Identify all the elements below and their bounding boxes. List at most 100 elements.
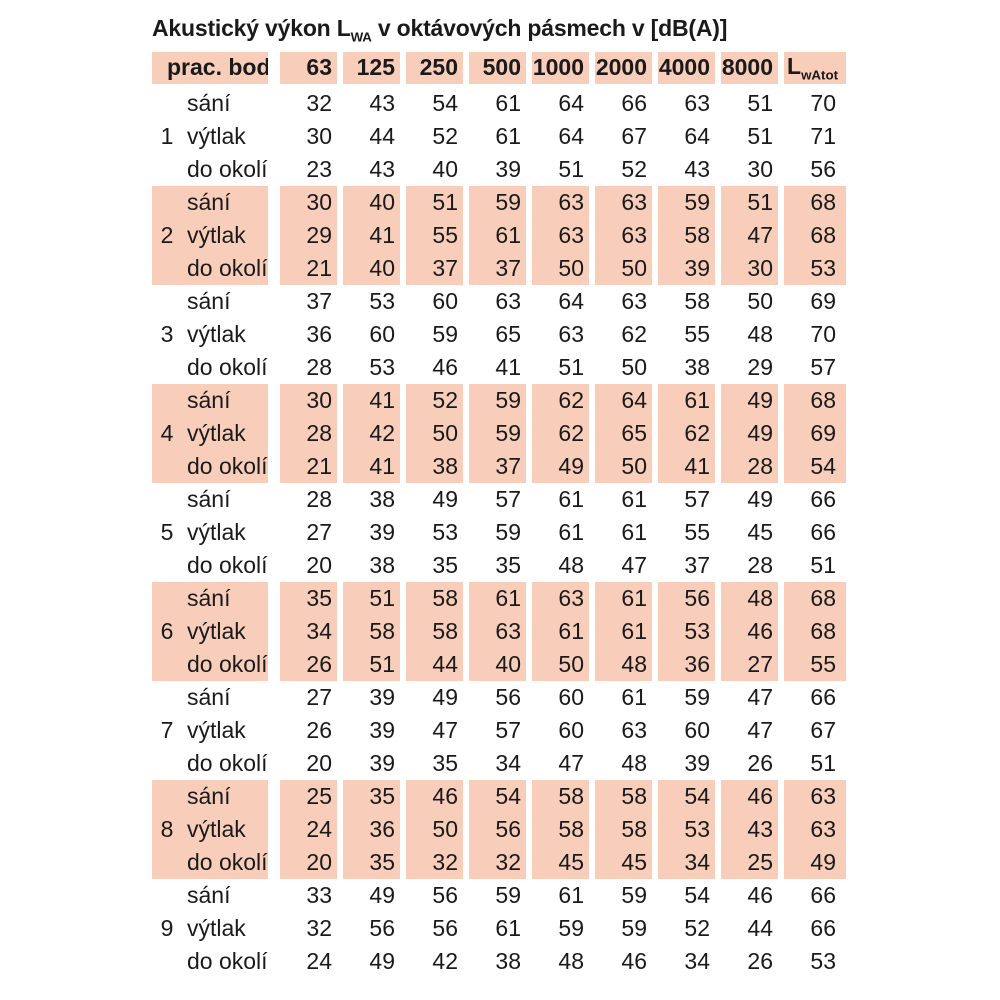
row-header-cell: do okolí [152, 548, 280, 582]
band-value-cell: 26 [721, 944, 784, 978]
table-row: 2 výtlak 29 41 55 61 63 63 58 47 68 [152, 218, 846, 252]
band-value-cell: 57 [469, 482, 532, 516]
row-header-cell: sání [152, 383, 280, 417]
band-value-cell: 41 [343, 383, 406, 417]
band-value-cell: 41 [658, 449, 721, 483]
band-value-cell: 49 [406, 482, 469, 516]
band-value-cell: 32 [280, 911, 343, 945]
band-value-cell: 55 [658, 515, 721, 549]
row-label: sání [187, 89, 231, 116]
total-value-cell: 71 [810, 122, 836, 149]
band-value-cell: 34 [658, 944, 721, 978]
band-value-cell: 64 [532, 284, 595, 318]
band-value-cell: 49 [721, 383, 784, 417]
band-value-cell: 39 [343, 680, 406, 714]
total-value-cell: 68 [784, 581, 846, 615]
band-value-cell: 50 [406, 416, 469, 450]
band-value-cell: 54 [469, 779, 532, 813]
band-value-cell: 27 [280, 515, 343, 549]
row-header-cell: do okolí [152, 350, 280, 384]
band-value-cell: 59 [595, 878, 658, 912]
table-row: sání 32 43 54 61 64 66 63 51 70 [152, 86, 846, 120]
table-row: sání 30 40 51 59 63 63 59 51 68 [152, 185, 846, 219]
row-label: výtlak [187, 815, 246, 842]
table-row: 9 výtlak 32 56 56 61 59 59 52 44 66 [152, 911, 846, 945]
band-value-cell: 28 [280, 416, 343, 450]
band-value-cell: 30 [280, 185, 343, 219]
band-value-cell: 61 [469, 581, 532, 615]
band-value-cell: 40 [343, 185, 406, 219]
row-header-cell: 8 výtlak [152, 812, 280, 846]
working-point-number: 4 [160, 419, 174, 446]
band-value-cell: 55 [406, 218, 469, 252]
total-value-cell: 68 [784, 383, 846, 417]
datasheet-page: Akustický výkon LWA v oktávových pásmech… [152, 14, 1000, 978]
row-label: do okolí [187, 551, 268, 578]
band-value-cell: 66 [595, 86, 658, 120]
working-point-number: 7 [160, 716, 174, 743]
band-value-cell: 57 [469, 713, 532, 747]
band-value-cell: 44 [406, 647, 469, 681]
band-value-cell: 45 [595, 845, 658, 879]
band-value-cell: 46 [721, 779, 784, 813]
band-value-cell: 21 [280, 449, 343, 483]
row-label: do okolí [187, 452, 268, 479]
row-label: výtlak [187, 320, 246, 347]
band-value-cell: 56 [343, 911, 406, 945]
table-title: Akustický výkon LWA v oktávových pásmech… [152, 14, 1000, 44]
band-value-cell: 48 [595, 647, 658, 681]
band-value-cell: 39 [658, 251, 721, 285]
band-value-cell: 33 [280, 878, 343, 912]
acoustic-power-table: prac. bod 63 125 250 500 1000 2000 4000 … [152, 51, 846, 978]
total-value-cell: 53 [784, 251, 846, 285]
band-value-cell: 54 [658, 878, 721, 912]
band-value-cell: 27 [280, 680, 343, 714]
band-value-cell: 63 [595, 284, 658, 318]
band-value-cell: 61 [595, 614, 658, 648]
band-value-cell: 28 [280, 350, 343, 384]
band-value-cell: 47 [721, 218, 784, 252]
band-value-cell: 63 [595, 218, 658, 252]
band-value-cell: 56 [469, 680, 532, 714]
band-value-cell: 63 [532, 185, 595, 219]
table-row: do okolí 23 43 40 39 51 52 43 30 56 [152, 152, 846, 186]
band-value-cell: 38 [469, 944, 532, 978]
working-point-number: 5 [160, 518, 174, 545]
band-value-cell: 46 [721, 878, 784, 912]
band-value-cell: 50 [595, 350, 658, 384]
band-value-cell: 65 [595, 416, 658, 450]
band-value-cell: 59 [469, 383, 532, 417]
row-label: výtlak [187, 518, 246, 545]
table-row: 1 výtlak 30 44 52 61 64 67 64 51 71 [152, 119, 846, 153]
total-value-cell: 66 [810, 683, 836, 710]
total-value-cell: 67 [810, 716, 836, 743]
band-value-cell: 37 [469, 449, 532, 483]
total-value-cell: 63 [784, 779, 846, 813]
band-value-cell: 43 [343, 152, 406, 186]
band-value-cell: 64 [658, 119, 721, 153]
band-value-cell: 63 [469, 614, 532, 648]
table-row: do okolí 28 53 46 41 51 50 38 29 57 [152, 350, 846, 384]
row-header-cell: sání [152, 86, 280, 120]
band-value-cell: 61 [469, 218, 532, 252]
band-value-cell: 26 [280, 647, 343, 681]
band-value-cell: 35 [406, 548, 469, 582]
band-value-cell: 58 [343, 614, 406, 648]
band-value-cell: 20 [280, 845, 343, 879]
band-value-cell: 30 [280, 119, 343, 153]
band-value-cell: 53 [343, 284, 406, 318]
band-value-cell: 63 [532, 317, 595, 351]
band-value-cell: 63 [532, 581, 595, 615]
band-value-cell: 52 [658, 911, 721, 945]
title-suffix: v oktávových pásmech v [dB(A)] [371, 15, 728, 41]
table-row: do okolí 21 40 37 37 50 50 39 30 53 [152, 251, 846, 285]
band-value-cell: 24 [280, 812, 343, 846]
band-value-cell: 51 [721, 185, 784, 219]
band-value-cell: 59 [658, 680, 721, 714]
row-label: do okolí [187, 848, 268, 875]
band-value-cell: 41 [469, 350, 532, 384]
row-header-cell: sání [152, 680, 280, 714]
band-value-cell: 50 [532, 647, 595, 681]
table-row: sání 33 49 56 59 61 59 54 46 66 [152, 878, 846, 912]
band-value-cell: 40 [343, 251, 406, 285]
